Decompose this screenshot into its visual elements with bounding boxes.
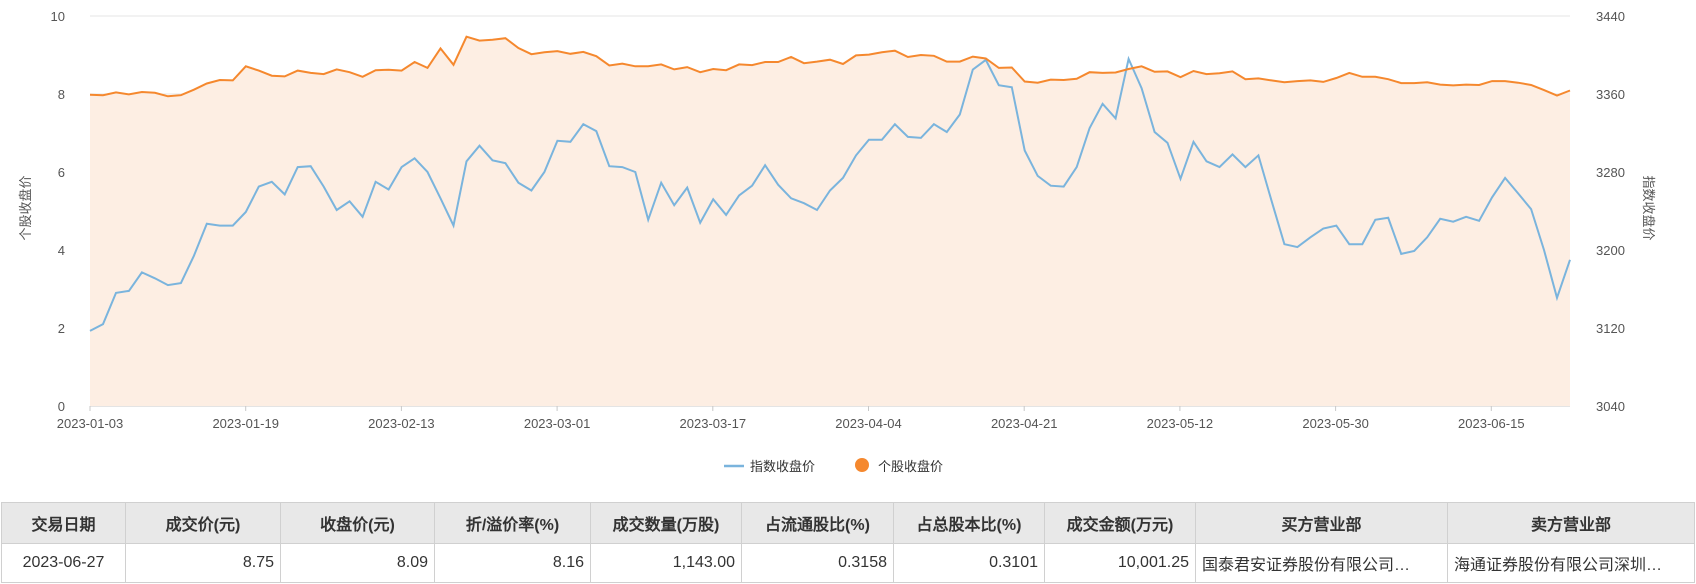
cell-seller[interactable]: 海通证券股份有限公司深圳… xyxy=(1447,543,1695,583)
col-float-ratio[interactable]: 占流通股比(%) xyxy=(741,502,894,544)
col-buyer[interactable]: 买方营业部 xyxy=(1195,502,1448,544)
right-y-tick-label: 3120 xyxy=(1596,321,1625,336)
x-tick-label: 2023-02-13 xyxy=(368,416,435,431)
legend-stock-label: 个股收盘价 xyxy=(878,459,943,474)
left-y-tick-label: 8 xyxy=(58,87,65,102)
x-tick-label: 2023-04-04 xyxy=(835,416,902,431)
block-trade-table: 交易日期 成交价(元) 收盘价(元) 折/溢价率(%) 成交数量(万股) 占流通… xyxy=(1,502,1695,583)
x-tick-label: 2023-01-19 xyxy=(212,416,279,431)
col-close-price[interactable]: 收盘价(元) xyxy=(280,502,435,544)
right-y-tick-label: 3200 xyxy=(1596,243,1625,258)
cell-volume: 1,143.00 xyxy=(590,543,742,583)
x-tick-label: 2023-04-21 xyxy=(991,416,1058,431)
col-volume[interactable]: 成交数量(万股) xyxy=(590,502,742,544)
left-y-axis: 0 2 4 6 8 10 xyxy=(51,9,65,414)
cell-premium-rate: 8.16 xyxy=(434,543,591,583)
legend-stock-swatch xyxy=(855,458,869,472)
x-axis: 2023-01-03 2023-01-19 2023-02-13 2023-03-01… xyxy=(57,406,1525,431)
x-tick-label: 2023-05-30 xyxy=(1302,416,1369,431)
left-y-tick-label: 6 xyxy=(58,165,65,180)
cell-amount: 10,001.25 xyxy=(1044,543,1196,583)
price-comparison-chart: 2023-01-03 2023-01-19 2023-02-13 2023-03-01… xyxy=(18,9,1656,474)
left-y-tick-label: 4 xyxy=(58,243,65,258)
right-y-tick-label: 3360 xyxy=(1596,87,1625,102)
right-y-tick-label: 3280 xyxy=(1596,165,1625,180)
left-y-tick-label: 0 xyxy=(58,399,65,414)
x-tick-label: 2023-06-15 xyxy=(1458,416,1525,431)
col-total-ratio[interactable]: 占总股本比(%) xyxy=(893,502,1045,544)
left-y-tick-label: 2 xyxy=(58,321,65,336)
right-y-tick-label: 3440 xyxy=(1596,9,1625,24)
right-axis-title: 指数收盘价 xyxy=(1641,175,1656,240)
x-tick-label: 2023-03-01 xyxy=(524,416,591,431)
right-y-axis: 3040 3120 3200 3280 3360 3440 xyxy=(1596,9,1625,414)
legend-item-stock[interactable]: 个股收盘价 xyxy=(855,458,943,474)
table-header-row: 交易日期 成交价(元) 收盘价(元) 折/溢价率(%) 成交数量(万股) 占流通… xyxy=(1,502,1695,544)
right-y-tick-label: 3040 xyxy=(1596,399,1625,414)
table-row: 2023-06-27 8.75 8.09 8.16 1,143.00 0.315… xyxy=(1,543,1695,583)
cell-float-ratio: 0.3158 xyxy=(741,543,894,583)
col-amount[interactable]: 成交金额(万元) xyxy=(1044,502,1196,544)
stock-price-area xyxy=(90,36,1570,406)
x-tick-label: 2023-03-17 xyxy=(680,416,747,431)
x-tick-label: 2023-01-03 xyxy=(57,416,124,431)
x-tick-label: 2023-05-12 xyxy=(1147,416,1214,431)
left-axis-title: 个股收盘价 xyxy=(18,175,33,240)
cell-trade-price: 8.75 xyxy=(125,543,281,583)
col-seller[interactable]: 卖方营业部 xyxy=(1447,502,1695,544)
cell-trade-date: 2023-06-27 xyxy=(1,543,126,583)
legend-item-index[interactable]: 指数收盘价 xyxy=(724,459,815,474)
left-y-tick-label: 10 xyxy=(51,9,65,24)
col-trade-date[interactable]: 交易日期 xyxy=(1,502,126,544)
cell-total-ratio: 0.3101 xyxy=(893,543,1045,583)
legend: 指数收盘价 个股收盘价 xyxy=(724,458,943,474)
col-premium-rate[interactable]: 折/溢价率(%) xyxy=(434,502,591,544)
col-trade-price[interactable]: 成交价(元) xyxy=(125,502,281,544)
index-close-line xyxy=(89,55,1571,332)
stock-close-line xyxy=(89,35,1571,98)
cell-close-price: 8.09 xyxy=(280,543,435,583)
legend-index-label: 指数收盘价 xyxy=(750,459,815,474)
cell-buyer[interactable]: 国泰君安证券股份有限公司… xyxy=(1195,543,1448,583)
